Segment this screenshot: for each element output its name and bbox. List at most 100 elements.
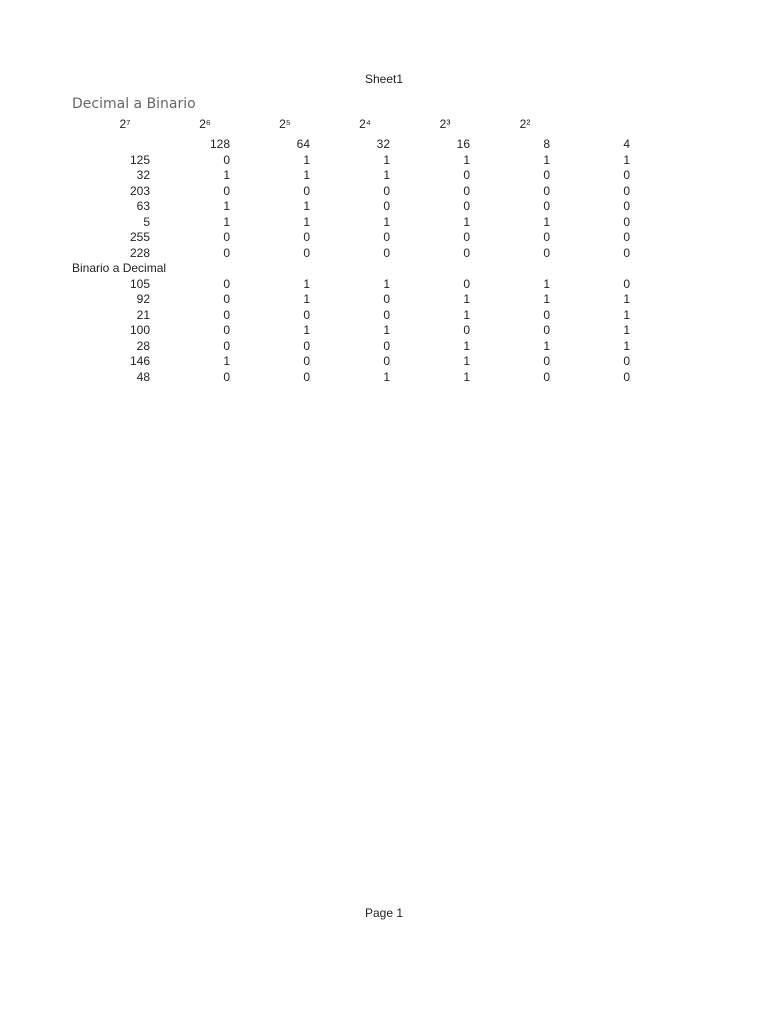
bit-cell: 0 (303, 183, 310, 198)
bit-cell: 1 (543, 152, 550, 167)
bit-cell: 1 (223, 168, 230, 182)
exponent-header: 2⁶ (199, 117, 211, 131)
bit-cell: 0 (303, 354, 310, 368)
bit-cell: 0 (543, 323, 550, 337)
decimal-value-cell: 100 (129, 323, 150, 337)
bit-cell: 0 (303, 338, 310, 353)
place-value-cell: 16 (456, 137, 470, 151)
bit-cell: 1 (463, 214, 470, 229)
bit-cell: 1 (303, 323, 310, 337)
bit-cell: 1 (303, 168, 310, 182)
bit-cell: 0 (543, 354, 550, 368)
decimal-value-cell: 146 (129, 354, 150, 368)
place-value-cell: 128 (209, 137, 230, 151)
bit-cell: 1 (383, 214, 390, 229)
bit-cell: 0 (463, 245, 470, 260)
bit-cell: 1 (543, 214, 550, 229)
place-value-cell: 32 (376, 137, 390, 151)
bit-cell: 1 (543, 292, 550, 306)
bit-cell: 0 (543, 199, 550, 213)
bit-cell: 1 (383, 276, 390, 291)
exponent-header: 2³ (439, 117, 451, 131)
bit-cell: 0 (623, 276, 630, 291)
decimal-value-cell: 105 (129, 276, 150, 291)
section-title-decimal-to-binary: Decimal a Binario (72, 96, 196, 112)
bit-cell: 1 (463, 307, 470, 322)
table-row: 48 0 0 1 1 0 0 (70, 370, 630, 386)
bit-cell: 0 (543, 307, 550, 322)
decimal-value-cell: 228 (129, 245, 150, 260)
bit-cell: 0 (383, 338, 390, 353)
bit-cell: 1 (383, 369, 390, 384)
bit-cell: 1 (303, 292, 310, 306)
bit-cell: 1 (623, 323, 630, 337)
bit-cell: 0 (623, 245, 630, 260)
bit-cell: 1 (463, 354, 470, 368)
bit-cell: 0 (303, 230, 310, 244)
bit-cell: 1 (303, 276, 310, 291)
bit-cell: 0 (383, 292, 390, 306)
bit-cell: 0 (543, 245, 550, 260)
exponent-header: 2⁷ (119, 117, 131, 131)
bit-cell: 1 (463, 369, 470, 384)
bit-cell: 0 (303, 245, 310, 260)
bit-cell: 1 (623, 292, 630, 306)
place-value-cell: 8 (543, 137, 550, 151)
section-title-binary-to-decimal: Binario a Decimal (72, 261, 167, 275)
exponent-header: 2⁵ (279, 117, 291, 131)
bit-cell: 1 (623, 152, 630, 167)
bit-cell: 0 (223, 276, 230, 291)
bit-cell: 0 (623, 354, 630, 368)
table-row: 146 1 0 0 1 0 0 (70, 354, 630, 370)
decimal-value-cell: 28 (136, 338, 150, 353)
bit-cell: 0 (223, 292, 230, 306)
bit-cell: 0 (463, 276, 470, 291)
bit-cell: 0 (383, 354, 390, 368)
bit-cell: 0 (303, 307, 310, 322)
bit-cell: 0 (463, 323, 470, 337)
decimal-value-cell: 21 (136, 307, 150, 322)
bit-cell: 0 (223, 152, 230, 167)
bit-cell: 0 (383, 245, 390, 260)
bit-cell: 0 (223, 338, 230, 353)
place-value-cell: 64 (296, 137, 310, 151)
bit-cell: 1 (463, 292, 470, 306)
table-row: 203 0 0 0 0 0 0 (70, 184, 630, 200)
bit-cell: 0 (383, 307, 390, 322)
bit-cell: 0 (383, 199, 390, 213)
decimal-value-cell: 32 (136, 168, 150, 182)
bit-cell: 0 (623, 183, 630, 198)
table-row: 105 0 1 1 0 1 0 (70, 277, 630, 293)
table-row: 28 0 0 0 1 1 1 (70, 339, 630, 355)
bit-cell: 1 (383, 152, 390, 167)
bit-cell: 1 (303, 199, 310, 213)
table-row: 21 0 0 0 1 0 1 (70, 308, 630, 324)
data-table: 2⁷ 2⁶ 2⁵ 2⁴ 2³ 2² 128 64 32 16 8 4 125 0 1 1 1 1 1 32 1 1 1 0… (70, 114, 630, 385)
decimal-value-cell: 48 (136, 369, 150, 384)
bit-cell: 0 (223, 183, 230, 198)
bit-cell: 0 (463, 230, 470, 244)
bit-cell: 1 (623, 307, 630, 322)
table-row: 63 1 1 0 0 0 0 (70, 199, 630, 215)
bit-cell: 0 (543, 369, 550, 384)
binary-to-decimal-rows: 105 0 1 1 0 1 0 92 0 1 0 1 1 1 21 0 0 0 1 0 1 100 0 1 1 0 0 1 28 0 0 0 1… (70, 277, 630, 386)
decimal-value-cell: 255 (129, 230, 150, 244)
bit-cell: 1 (303, 214, 310, 229)
empty-cell (70, 137, 150, 153)
bit-cell: 0 (463, 199, 470, 213)
exponent-header: 2⁴ (359, 117, 371, 131)
table-row: 228 0 0 0 0 0 0 (70, 246, 630, 262)
bit-cell: 0 (623, 230, 630, 244)
bit-cell: 0 (623, 168, 630, 182)
table-row: 125 0 1 1 1 1 1 (70, 153, 630, 169)
bit-cell: 1 (623, 338, 630, 353)
bit-cell: 0 (303, 369, 310, 384)
bit-cell: 0 (543, 168, 550, 182)
bit-cell: 1 (223, 214, 230, 229)
exponent-header-row: 2⁷ 2⁶ 2⁵ 2⁴ 2³ 2² (70, 114, 630, 137)
bit-cell: 0 (543, 230, 550, 244)
table-row: 255 0 0 0 0 0 0 (70, 230, 630, 246)
bit-cell: 1 (223, 354, 230, 368)
bit-cell: 1 (223, 199, 230, 213)
